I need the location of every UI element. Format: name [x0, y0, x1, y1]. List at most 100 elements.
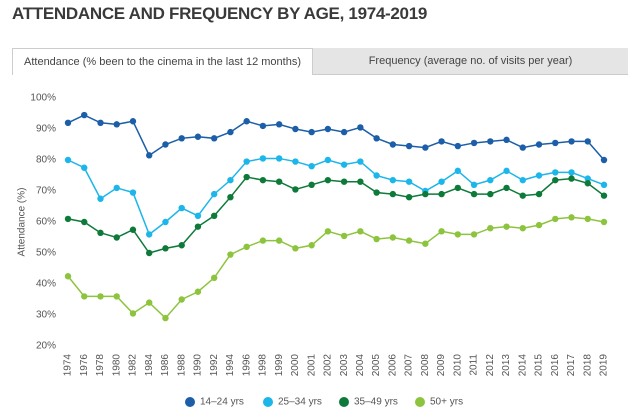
- data-point: [438, 138, 445, 145]
- data-point: [422, 190, 429, 198]
- data-point: [357, 158, 364, 165]
- data-point: [81, 111, 88, 119]
- data-point: [178, 242, 185, 249]
- x-tick-label: 2016: [550, 354, 561, 377]
- x-tick-label: 2005: [371, 354, 382, 377]
- data-point: [454, 167, 462, 175]
- y-tick-label: 100%: [30, 93, 56, 104]
- data-point: [373, 235, 380, 243]
- data-point: [292, 158, 299, 165]
- x-tick-label: 2018: [582, 354, 593, 377]
- data-point: [389, 234, 397, 241]
- data-point: [535, 172, 543, 179]
- data-point: [470, 139, 478, 147]
- data-point: [340, 232, 348, 240]
- data-point: [405, 142, 413, 150]
- data-point: [194, 288, 202, 295]
- data-point: [600, 218, 608, 226]
- data-point: [519, 144, 526, 151]
- data-point: [64, 273, 72, 280]
- data-point: [210, 135, 218, 142]
- data-point: [81, 218, 88, 226]
- data-point: [389, 176, 397, 184]
- data-point: [113, 184, 120, 192]
- data-point: [373, 135, 380, 142]
- data-point: [454, 231, 462, 238]
- legend-label: 50+ yrs: [430, 397, 463, 408]
- legend-label: 35–49 yrs: [354, 397, 398, 408]
- data-point: [552, 169, 559, 176]
- data-point: [357, 228, 364, 235]
- y-tick-label: 50%: [36, 248, 56, 259]
- data-point: [162, 218, 169, 226]
- x-tick-label: 2000: [290, 354, 301, 377]
- data-point: [292, 186, 299, 193]
- data-point: [210, 212, 218, 219]
- data-point: [113, 121, 120, 128]
- data-point: [503, 223, 510, 230]
- tab-bar: Attendance (% been to the cinema in the …: [12, 48, 628, 75]
- data-point: [308, 128, 315, 136]
- data-point: [487, 138, 494, 145]
- data-point: [162, 245, 169, 252]
- tab[interactable]: Attendance (% been to the cinema in the …: [12, 48, 313, 75]
- data-point: [552, 215, 559, 223]
- x-tick-label: 1988: [176, 354, 187, 377]
- x-tick-label: 2009: [436, 354, 447, 377]
- data-point: [64, 215, 72, 223]
- data-point: [259, 155, 267, 162]
- data-point: [243, 158, 250, 165]
- x-tick-label: 1992: [209, 354, 220, 377]
- data-point: [503, 136, 510, 144]
- x-tick-label: 2003: [339, 354, 350, 377]
- tab[interactable]: Frequency (average no. of visits per yea…: [313, 48, 628, 75]
- data-point: [535, 141, 543, 148]
- series-line: [67, 216, 605, 320]
- data-point: [227, 128, 234, 136]
- legend-marker: [185, 397, 195, 407]
- data-point: [422, 240, 429, 247]
- data-point: [210, 274, 218, 281]
- data-point: [568, 214, 575, 221]
- data-point: [243, 243, 250, 250]
- series-line: [67, 114, 605, 161]
- data-point: [568, 175, 575, 182]
- data-point: [227, 251, 234, 258]
- data-point: [454, 142, 462, 150]
- y-tick-label: 80%: [36, 155, 56, 166]
- x-tick-label: 1982: [128, 354, 139, 377]
- y-axis-label: Attendance (%): [17, 188, 28, 257]
- data-point: [259, 176, 267, 184]
- legend-label: 14–24 yrs: [200, 397, 244, 408]
- data-point: [129, 118, 137, 125]
- data-point: [357, 124, 364, 131]
- data-point: [584, 215, 591, 223]
- data-point: [275, 121, 283, 128]
- data-point: [487, 190, 494, 198]
- series-line: [67, 176, 605, 254]
- data-point: [535, 190, 543, 198]
- data-point: [162, 314, 169, 322]
- data-point: [292, 125, 299, 133]
- x-tick-label: 1978: [95, 354, 106, 377]
- data-point: [129, 310, 137, 317]
- x-tick-label: 2001: [306, 354, 317, 377]
- data-point: [568, 169, 575, 176]
- data-point: [129, 189, 137, 196]
- page-title: ATTENDANCE AND FREQUENCY BY AGE, 1974-20…: [12, 4, 428, 23]
- data-point: [275, 237, 283, 244]
- x-tick-label: 2007: [404, 354, 415, 377]
- data-point: [97, 119, 104, 126]
- data-point: [308, 242, 315, 249]
- x-tick-label: 2015: [534, 354, 545, 377]
- x-tick-label: 1994: [225, 354, 236, 377]
- y-tick-label: 60%: [36, 217, 56, 228]
- data-point: [275, 178, 283, 185]
- data-point: [178, 296, 185, 303]
- x-tick-label: 1980: [111, 354, 122, 377]
- data-point: [259, 122, 267, 130]
- x-tick-label: 2002: [323, 354, 334, 377]
- x-tick-label: 2017: [566, 354, 577, 377]
- data-point: [146, 299, 153, 306]
- data-point: [584, 180, 591, 187]
